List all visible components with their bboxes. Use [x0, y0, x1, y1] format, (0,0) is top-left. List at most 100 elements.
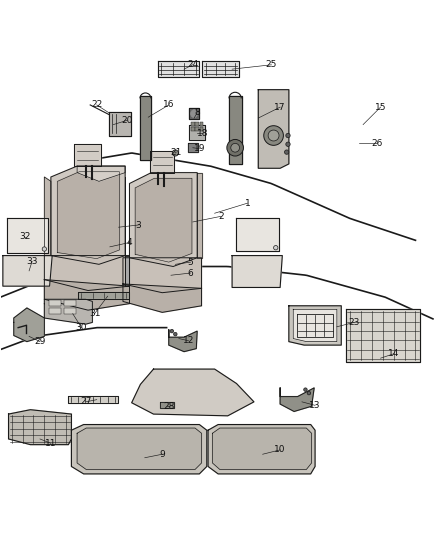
Text: 21: 21 [170, 148, 182, 157]
Polygon shape [125, 256, 130, 286]
Text: 27: 27 [80, 397, 92, 406]
Polygon shape [160, 402, 174, 408]
Polygon shape [258, 90, 289, 168]
Text: 32: 32 [19, 232, 30, 241]
Text: 31: 31 [89, 309, 100, 318]
Polygon shape [57, 172, 120, 259]
Polygon shape [44, 256, 130, 290]
Bar [195, 127, 199, 131]
Polygon shape [212, 428, 311, 470]
Polygon shape [158, 61, 199, 77]
Ellipse shape [231, 143, 240, 152]
Text: 24: 24 [187, 60, 198, 69]
Text: 17: 17 [274, 103, 286, 111]
Ellipse shape [264, 126, 283, 146]
Bar [191, 122, 194, 126]
Ellipse shape [173, 333, 177, 336]
Text: 1: 1 [244, 199, 250, 208]
Polygon shape [140, 96, 151, 159]
Ellipse shape [304, 388, 307, 391]
Polygon shape [44, 299, 92, 324]
Text: 26: 26 [371, 139, 383, 148]
Text: 2: 2 [219, 212, 224, 221]
Ellipse shape [307, 391, 311, 395]
Ellipse shape [170, 329, 173, 333]
Text: 16: 16 [163, 100, 174, 109]
Polygon shape [202, 61, 239, 77]
Polygon shape [187, 143, 198, 152]
Polygon shape [289, 306, 341, 345]
Polygon shape [51, 166, 125, 264]
Bar [64, 308, 76, 313]
Ellipse shape [268, 130, 279, 141]
Text: 33: 33 [26, 257, 38, 266]
Text: 30: 30 [76, 323, 87, 332]
Text: 9: 9 [159, 450, 165, 459]
Polygon shape [123, 258, 201, 293]
Polygon shape [293, 309, 337, 342]
Polygon shape [74, 144, 101, 166]
Bar [49, 300, 61, 306]
Polygon shape [232, 256, 283, 287]
Bar [191, 127, 194, 131]
Polygon shape [44, 280, 130, 310]
Text: 29: 29 [34, 337, 46, 346]
Text: 4: 4 [127, 238, 132, 247]
Polygon shape [197, 173, 201, 258]
Text: 28: 28 [163, 402, 174, 411]
Ellipse shape [42, 247, 46, 251]
Polygon shape [9, 410, 71, 445]
Ellipse shape [286, 142, 290, 147]
Polygon shape [189, 108, 199, 119]
Text: 13: 13 [309, 401, 321, 410]
Polygon shape [44, 177, 51, 256]
Text: 19: 19 [194, 144, 205, 153]
Polygon shape [346, 309, 420, 362]
Ellipse shape [274, 246, 278, 250]
Text: 5: 5 [188, 257, 194, 266]
Text: 22: 22 [91, 100, 102, 109]
Polygon shape [123, 284, 201, 312]
Text: 8: 8 [194, 108, 200, 117]
Polygon shape [71, 425, 207, 474]
Polygon shape [132, 369, 254, 416]
Polygon shape [237, 217, 279, 251]
Polygon shape [150, 151, 174, 173]
Ellipse shape [227, 140, 244, 156]
Text: 20: 20 [122, 116, 133, 125]
Ellipse shape [172, 150, 178, 156]
Polygon shape [77, 166, 125, 181]
Bar [200, 122, 203, 126]
Text: 25: 25 [266, 60, 277, 69]
Text: 12: 12 [183, 336, 194, 345]
Text: 10: 10 [274, 446, 286, 454]
Text: 6: 6 [188, 269, 194, 278]
Polygon shape [280, 388, 314, 411]
Polygon shape [208, 425, 315, 474]
Ellipse shape [286, 133, 290, 138]
Polygon shape [68, 395, 118, 403]
Bar [200, 127, 203, 131]
Text: 15: 15 [375, 103, 386, 111]
Text: 14: 14 [388, 349, 399, 358]
Polygon shape [229, 96, 242, 164]
Bar [49, 308, 61, 313]
Text: 23: 23 [349, 318, 360, 327]
Polygon shape [78, 292, 130, 299]
Text: 18: 18 [197, 129, 208, 138]
Text: 3: 3 [135, 221, 141, 230]
Polygon shape [189, 125, 205, 140]
Bar [195, 122, 199, 126]
Polygon shape [77, 428, 201, 470]
Polygon shape [14, 308, 44, 342]
Polygon shape [3, 256, 52, 286]
Text: 11: 11 [45, 439, 57, 448]
Polygon shape [135, 179, 192, 262]
Bar [64, 300, 76, 306]
Polygon shape [169, 330, 197, 352]
Polygon shape [130, 173, 197, 266]
Polygon shape [109, 111, 131, 135]
Ellipse shape [191, 110, 198, 118]
Ellipse shape [285, 150, 289, 154]
Polygon shape [7, 217, 48, 253]
